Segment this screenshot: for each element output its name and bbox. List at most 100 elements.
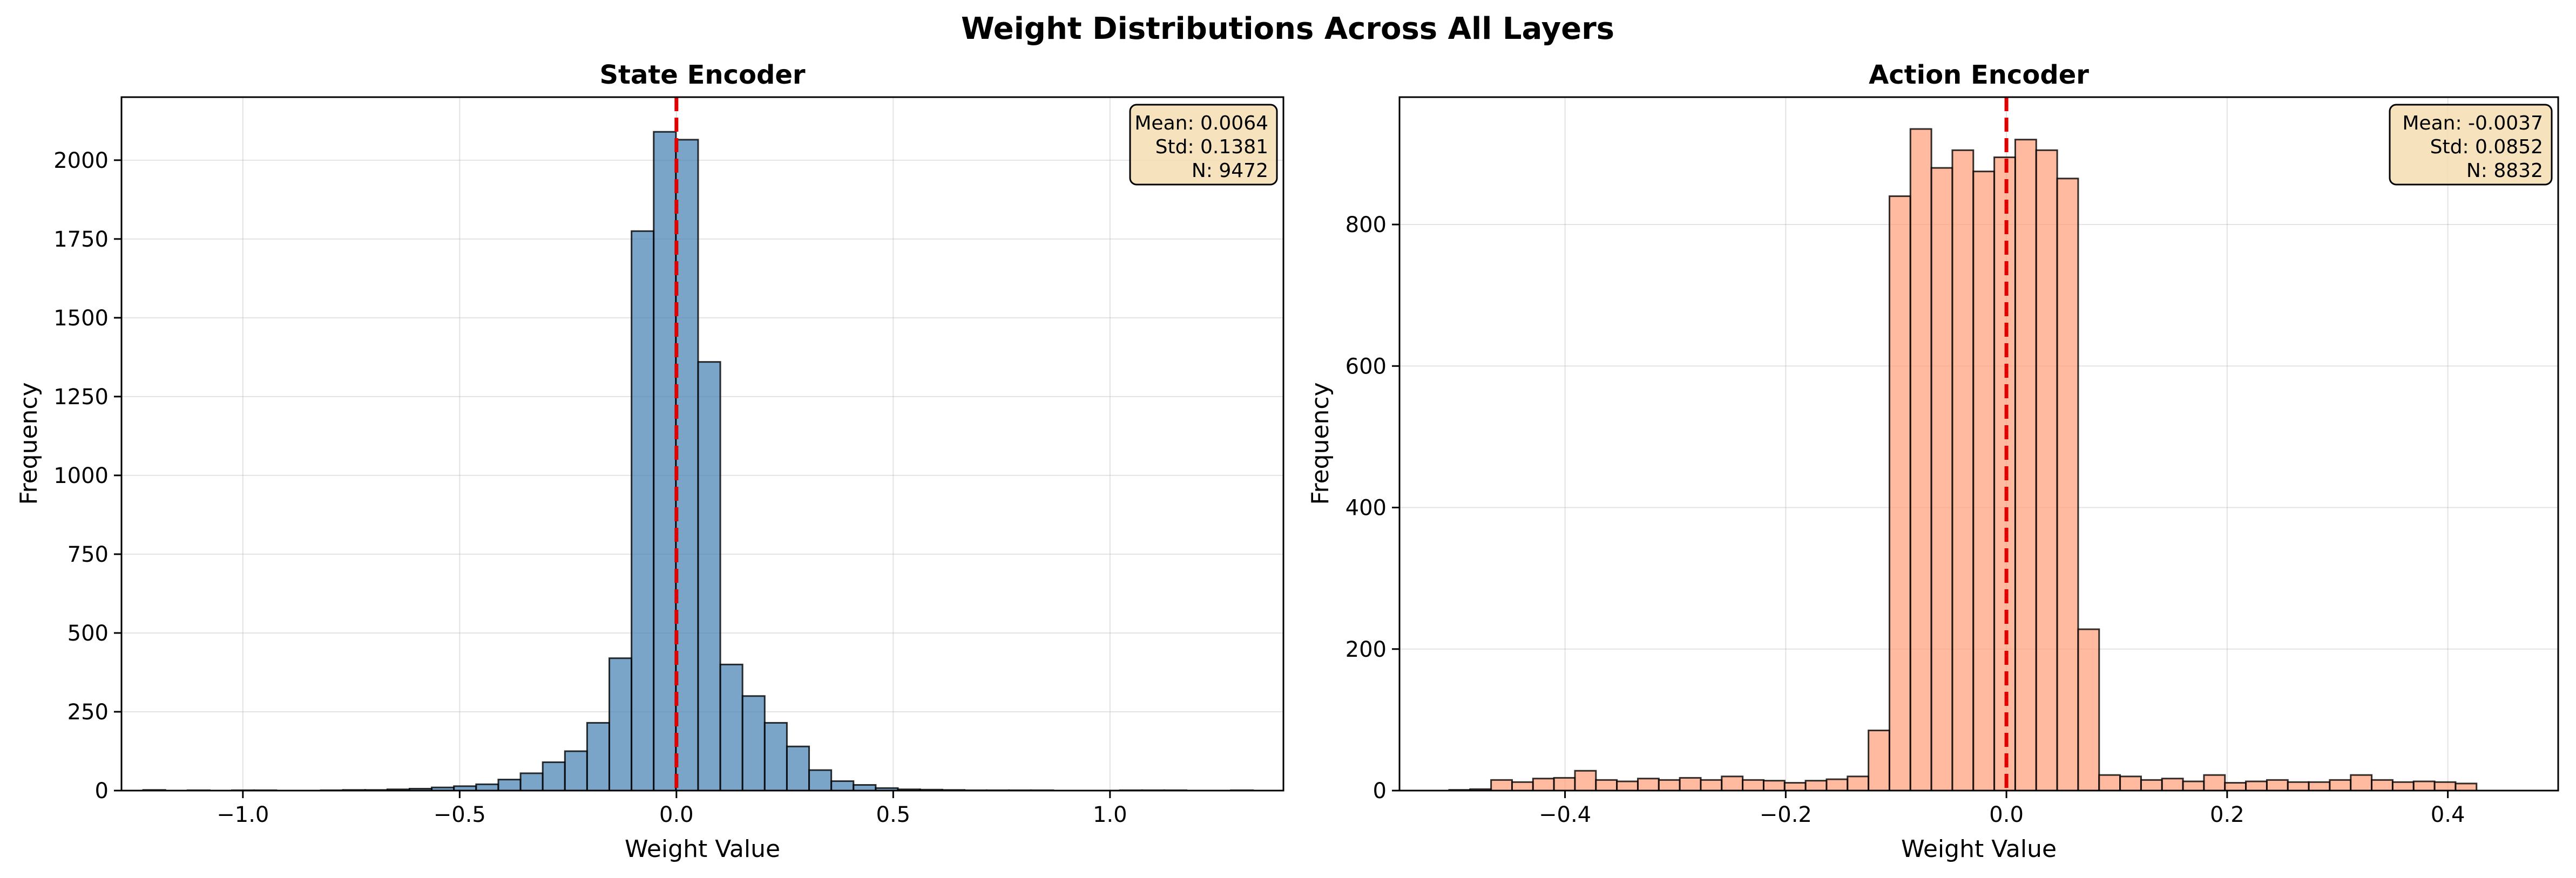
histogram-bar	[2455, 782, 2478, 792]
histogram-bar	[2014, 139, 2037, 792]
histogram-bar	[1574, 770, 1597, 792]
histogram-bar	[2287, 781, 2310, 792]
histogram-bar	[1951, 149, 1975, 792]
stat-n: N: 9472	[1192, 160, 1268, 182]
figure-title: Weight Distributions Across All Layers	[961, 11, 1614, 46]
histogram-bar	[2329, 779, 2352, 792]
stats-box: Mean: -0.0037 Std: 0.0852 N: 8832	[2389, 104, 2553, 186]
histogram-bar	[475, 783, 499, 792]
x-tick-label: −0.5	[434, 802, 486, 827]
histogram-bar	[586, 722, 611, 792]
histogram-bar	[741, 695, 766, 792]
y-tick-label: 2000	[53, 148, 109, 173]
plot-frame	[120, 96, 1284, 792]
histogram-bar	[719, 663, 743, 792]
stat-n: N: 8832	[2466, 160, 2543, 182]
histogram-bar	[1532, 778, 1555, 792]
histogram-bar	[2077, 628, 2100, 792]
x-tick-label: −0.2	[1760, 802, 1812, 827]
x-tick-label: 1.0	[1093, 802, 1127, 827]
histogram-bar	[808, 769, 833, 792]
x-axis-label: Weight Value	[1901, 835, 2057, 863]
x-tick-label: 0.5	[876, 802, 911, 827]
y-tick-label: 400	[1346, 496, 1387, 521]
stat-std: Std: 0.0852	[2430, 136, 2543, 158]
histogram-bar	[1783, 782, 1807, 792]
histogram-bar	[2308, 781, 2331, 792]
histogram-bar	[2371, 779, 2394, 792]
stat-std: Std: 0.1381	[1155, 136, 1268, 158]
histogram-bar	[1825, 778, 1849, 792]
histogram-bar	[1679, 777, 1702, 792]
panel-title: Action Encoder	[1869, 60, 2089, 90]
histogram-bar	[2182, 780, 2205, 792]
x-tick-label: −0.4	[1539, 802, 1591, 827]
histogram-bar	[2056, 178, 2079, 792]
y-tick-label: 0	[95, 779, 109, 804]
panel-title: State Encoder	[599, 60, 805, 90]
stat-mean: Mean: 0.0064	[1134, 112, 1268, 134]
histogram-bar	[1511, 781, 1534, 792]
y-tick-label: 750	[67, 542, 109, 567]
axis-ticks: −0.4 −0.2 0.0 0.2 0.4 0 200 400 600 800	[1346, 213, 2465, 827]
histogram-bar	[2140, 779, 2163, 792]
y-tick-label: 200	[1346, 637, 1387, 662]
histogram-bar	[1637, 778, 1660, 792]
histogram-bar	[1553, 777, 1576, 792]
y-axis-label: Frequency	[1307, 382, 1334, 505]
axis-ticks: −1.0 −0.5 0.0 0.5 1.0 0 250 500 750 1000 1250 1500 1…	[53, 148, 1127, 827]
histogram-bar	[2245, 780, 2268, 792]
histogram-bar	[2224, 782, 2247, 792]
state-encoder-panel: State Encoder −1.0 −0.5 0.0 0.5 1.0 0 250 500 75…	[15, 60, 1284, 863]
histogram-bar	[1700, 779, 1723, 792]
y-tick-label: 500	[67, 621, 109, 646]
x-tick-label: −1.0	[217, 802, 269, 827]
histogram-bar	[2412, 780, 2436, 792]
histogram-bar	[1742, 779, 1764, 792]
histogram-bar	[786, 745, 810, 792]
y-tick-label: 1500	[53, 306, 109, 331]
histogram-bar	[1909, 128, 1932, 792]
y-axis-label: Frequency	[15, 382, 43, 505]
x-axis-label: Weight Value	[625, 835, 780, 863]
histogram-bar	[2266, 779, 2289, 792]
histogram-bar	[697, 361, 721, 792]
histogram-bar	[1762, 780, 1786, 792]
histogram-bar	[2350, 774, 2373, 792]
x-tick-label: 0.2	[2210, 802, 2244, 827]
histogram-bar	[1930, 167, 1953, 792]
histogram-bar	[1868, 730, 1890, 792]
histogram-bar	[1847, 775, 1870, 792]
stats-box-frame	[2389, 104, 2553, 186]
histogram-bar	[519, 772, 544, 792]
x-tick-label: 0.0	[659, 802, 694, 827]
histogram-bar	[2203, 774, 2226, 792]
histogram-bar	[1658, 779, 1681, 792]
plot-frame	[1398, 96, 2559, 792]
histogram-bar	[2035, 149, 2058, 792]
y-tick-label: 600	[1346, 354, 1387, 379]
histogram-bar	[1595, 779, 1618, 792]
histogram-bar	[631, 230, 655, 792]
y-tick-label: 1000	[53, 464, 109, 488]
stats-box-frame	[1129, 104, 1278, 186]
y-tick-label: 1750	[53, 227, 109, 252]
histogram-bar	[2391, 781, 2415, 792]
histogram-bar	[608, 657, 633, 792]
y-tick-label: 250	[67, 700, 109, 725]
histogram-bar	[2433, 781, 2457, 792]
histogram-bar	[542, 761, 566, 792]
histogram-bar	[853, 784, 877, 792]
histogram-bar	[830, 780, 855, 792]
histogram-bar	[675, 139, 699, 792]
x-tick-label: 0.4	[2431, 802, 2465, 827]
histogram-bar	[564, 750, 588, 792]
y-tick-label: 1250	[53, 385, 109, 410]
histogram-bar	[1616, 780, 1639, 792]
histogram-bar	[1804, 780, 1828, 792]
histogram-bar	[1490, 779, 1513, 792]
y-tick-label: 800	[1346, 213, 1387, 237]
histogram-bar	[1972, 171, 1996, 792]
histogram-bar	[2161, 778, 2184, 792]
